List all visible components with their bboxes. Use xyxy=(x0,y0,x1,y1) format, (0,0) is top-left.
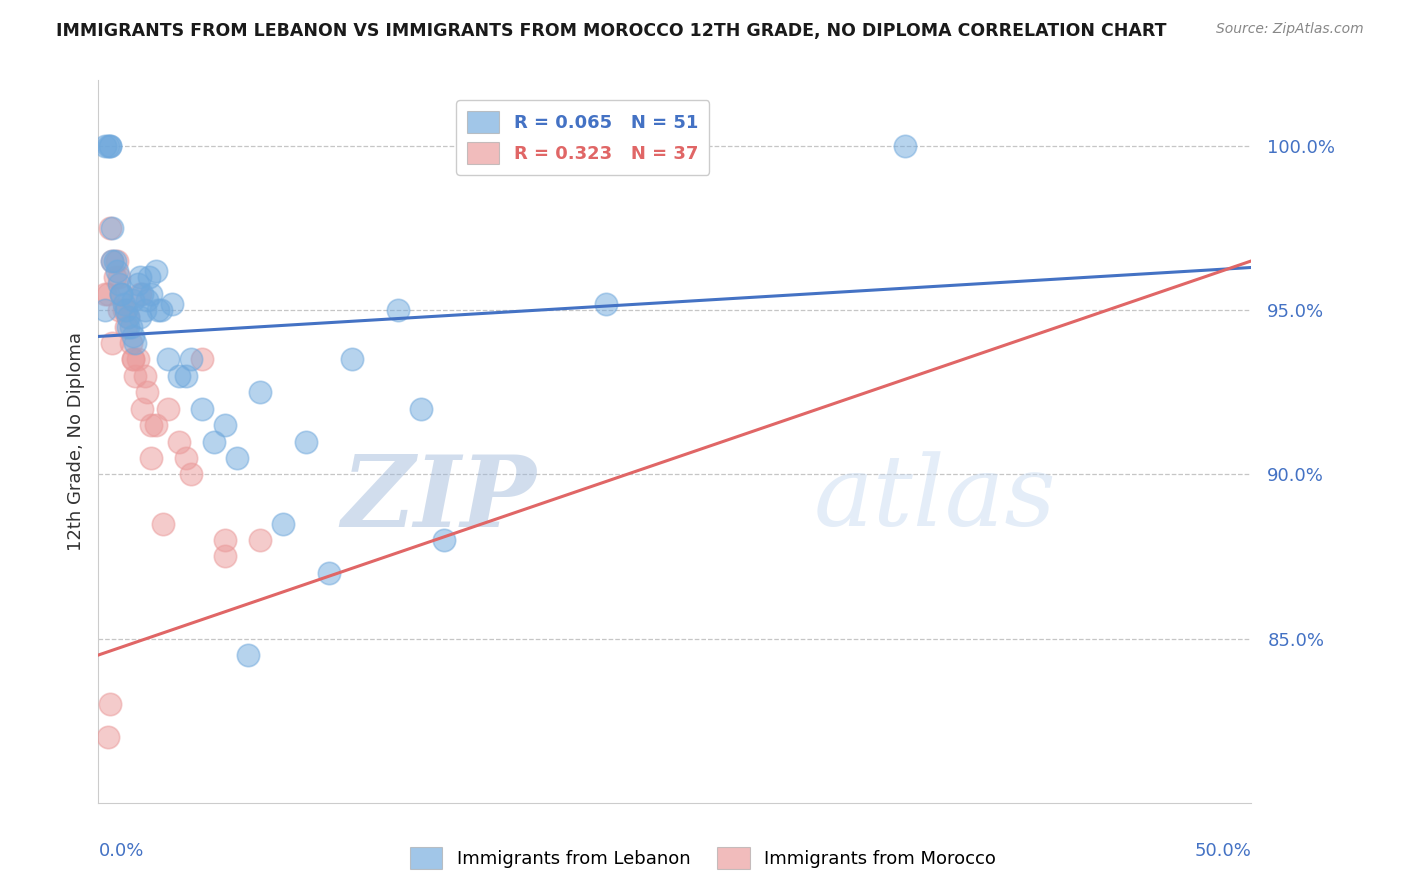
Y-axis label: 12th Grade, No Diploma: 12th Grade, No Diploma xyxy=(66,332,84,551)
Point xyxy=(115,319,138,334)
Point xyxy=(148,303,170,318)
Point xyxy=(112,296,135,310)
Point xyxy=(122,352,145,367)
Point xyxy=(191,352,214,367)
Point xyxy=(249,385,271,400)
Point xyxy=(145,264,167,278)
Point xyxy=(110,286,132,301)
Point xyxy=(124,336,146,351)
Point xyxy=(124,368,146,383)
Text: 50.0%: 50.0% xyxy=(1195,842,1251,860)
Point xyxy=(127,277,149,291)
Point xyxy=(98,221,121,235)
Point xyxy=(138,270,160,285)
Point xyxy=(97,286,120,301)
Point xyxy=(167,434,190,449)
Point xyxy=(101,254,124,268)
Point xyxy=(214,549,236,564)
Point xyxy=(115,303,138,318)
Point xyxy=(249,533,271,547)
Point xyxy=(101,336,124,351)
Point xyxy=(387,303,409,318)
Point xyxy=(110,286,132,301)
Point xyxy=(97,139,120,153)
Point xyxy=(141,418,163,433)
Point xyxy=(180,467,202,482)
Point xyxy=(160,296,183,310)
Point xyxy=(167,368,190,383)
Point xyxy=(117,319,139,334)
Point xyxy=(120,319,142,334)
Point xyxy=(101,254,124,268)
Text: 0.0%: 0.0% xyxy=(98,842,143,860)
Point xyxy=(214,418,236,433)
Text: Source: ZipAtlas.com: Source: ZipAtlas.com xyxy=(1216,22,1364,37)
Point xyxy=(105,254,128,268)
Point xyxy=(238,648,260,662)
Point xyxy=(117,310,139,324)
Point xyxy=(122,329,145,343)
Point xyxy=(134,368,156,383)
Point xyxy=(131,401,153,416)
Point xyxy=(103,254,125,268)
Point xyxy=(191,401,214,416)
Point xyxy=(411,401,433,416)
Point xyxy=(105,264,128,278)
Point xyxy=(595,296,617,310)
Point xyxy=(108,270,131,285)
Point xyxy=(117,310,139,324)
Legend: R = 0.065   N = 51, R = 0.323   N = 37: R = 0.065 N = 51, R = 0.323 N = 37 xyxy=(456,100,709,175)
Point xyxy=(174,450,197,465)
Point xyxy=(94,286,117,301)
Point xyxy=(149,303,172,318)
Point xyxy=(115,303,138,318)
Point xyxy=(135,385,157,400)
Point xyxy=(97,730,120,744)
Point xyxy=(120,336,142,351)
Point xyxy=(433,533,456,547)
Point xyxy=(141,286,163,301)
Point xyxy=(112,303,135,318)
Point xyxy=(122,293,145,308)
Point xyxy=(98,698,121,712)
Point xyxy=(122,352,145,367)
Point xyxy=(894,139,917,153)
Point xyxy=(94,139,117,153)
Point xyxy=(101,221,124,235)
Point xyxy=(94,303,117,318)
Point xyxy=(156,401,179,416)
Point xyxy=(225,450,247,465)
Point xyxy=(127,352,149,367)
Point xyxy=(141,450,163,465)
Point xyxy=(134,303,156,318)
Point xyxy=(129,270,152,285)
Point xyxy=(129,310,152,324)
Text: ZIP: ZIP xyxy=(342,451,537,548)
Point xyxy=(98,139,121,153)
Text: IMMIGRANTS FROM LEBANON VS IMMIGRANTS FROM MOROCCO 12TH GRADE, NO DIPLOMA CORREL: IMMIGRANTS FROM LEBANON VS IMMIGRANTS FR… xyxy=(56,22,1167,40)
Point xyxy=(108,303,131,318)
Text: atlas: atlas xyxy=(813,451,1056,547)
Point xyxy=(180,352,202,367)
Point xyxy=(156,352,179,367)
Point xyxy=(295,434,318,449)
Point xyxy=(131,286,153,301)
Point xyxy=(174,368,197,383)
Point xyxy=(152,516,174,531)
Point xyxy=(214,533,236,547)
Point xyxy=(145,418,167,433)
Point xyxy=(135,293,157,308)
Point xyxy=(340,352,363,367)
Point xyxy=(108,277,131,291)
Point xyxy=(98,139,121,153)
Point xyxy=(202,434,225,449)
Point xyxy=(103,270,125,285)
Legend: Immigrants from Lebanon, Immigrants from Morocco: Immigrants from Lebanon, Immigrants from… xyxy=(402,839,1004,876)
Point xyxy=(129,286,152,301)
Point xyxy=(110,286,132,301)
Point xyxy=(318,566,340,580)
Point xyxy=(271,516,294,531)
